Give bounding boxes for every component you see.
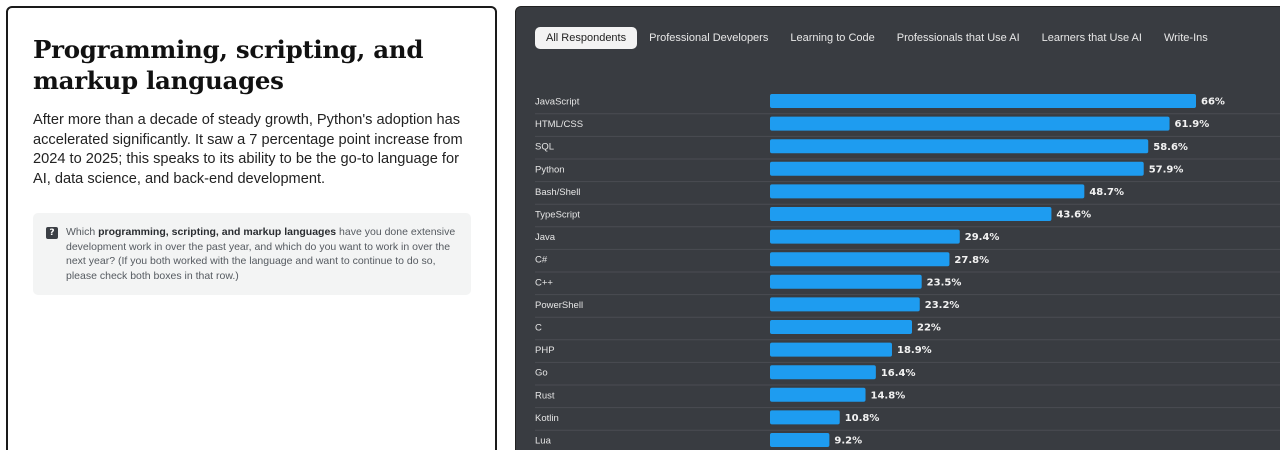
category-label-c: C++ xyxy=(535,277,553,288)
survey-question-box: ? Which programming, scripting, and mark… xyxy=(33,213,471,296)
tab-learners-use-ai[interactable]: Learners that Use AI xyxy=(1041,32,1142,44)
question-prefix: Which xyxy=(66,226,99,238)
respondent-tabs: All Respondents Professional Developers … xyxy=(535,27,1219,49)
value-label-rust: 14.8% xyxy=(871,390,906,401)
category-label-c: C# xyxy=(535,255,548,266)
bar-rust[interactable] xyxy=(770,387,866,402)
value-label-powershell: 23.2% xyxy=(925,300,960,311)
value-label-javascript: 66% xyxy=(1201,97,1225,108)
category-label-go: Go xyxy=(535,368,548,379)
bar-powershell[interactable] xyxy=(770,297,920,312)
bar-python[interactable] xyxy=(770,161,1144,176)
value-label-java: 29.4% xyxy=(965,232,1000,243)
value-label-bash-shell: 48.7% xyxy=(1089,187,1124,198)
bar-php[interactable] xyxy=(770,342,892,357)
tab-professionals-use-ai[interactable]: Professionals that Use AI xyxy=(896,32,1020,44)
category-label-php: PHP xyxy=(535,345,555,356)
question-suffix: have you done extensive development work… xyxy=(66,226,456,282)
bar-lua[interactable] xyxy=(770,433,830,447)
value-label-c: 27.8% xyxy=(954,255,989,266)
bar-sql[interactable] xyxy=(770,139,1149,154)
category-label-rust: Rust xyxy=(535,390,555,401)
value-label-html-css: 61.9% xyxy=(1175,119,1210,130)
languages-bar-chart: JavaScript 66% HTML/CSS 61.9% SQL 58.6% Python… xyxy=(535,94,1280,447)
bar-c[interactable] xyxy=(770,274,922,289)
category-label-kotlin: Kotlin xyxy=(535,413,559,424)
category-label-lua: Lua xyxy=(535,436,552,447)
value-label-python: 57.9% xyxy=(1149,164,1184,175)
value-label-php: 18.9% xyxy=(897,345,932,356)
intro-card: Programming, scripting, and markup langu… xyxy=(6,6,497,450)
question-mark-icon: ? xyxy=(46,227,58,239)
survey-question-text: Which programming, scripting, and markup… xyxy=(66,225,459,283)
category-label-python: Python xyxy=(535,164,565,175)
tab-write-ins[interactable]: Write-Ins xyxy=(1163,32,1208,44)
value-label-kotlin: 10.8% xyxy=(845,413,880,424)
page-title: Programming, scripting, and markup langu… xyxy=(33,35,424,95)
bar-html-css[interactable] xyxy=(770,116,1170,131)
category-label-bash-shell: Bash/Shell xyxy=(535,187,580,198)
category-label-sql: SQL xyxy=(535,142,554,153)
bar-java[interactable] xyxy=(770,229,960,244)
category-label-html-css: HTML/CSS xyxy=(535,119,583,130)
tab-professional-developers[interactable]: Professional Developers xyxy=(649,32,769,44)
tab-learning-to-code[interactable]: Learning to Code xyxy=(790,32,875,44)
value-label-c: 23.5% xyxy=(927,277,962,288)
value-label-lua: 9.2% xyxy=(834,436,862,447)
bar-go[interactable] xyxy=(770,365,876,380)
value-label-go: 16.4% xyxy=(881,368,916,379)
value-label-sql: 58.6% xyxy=(1153,142,1188,153)
bar-typescript[interactable] xyxy=(770,207,1052,221)
page-description: After more than a decade of steady growt… xyxy=(33,112,463,187)
value-label-c: 22% xyxy=(917,323,941,334)
bar-bash-shell[interactable] xyxy=(770,184,1085,199)
category-label-javascript: JavaScript xyxy=(535,97,580,108)
category-label-typescript: TypeScript xyxy=(535,210,580,221)
tab-all-respondents[interactable]: All Respondents xyxy=(535,27,638,49)
bar-c[interactable] xyxy=(770,252,950,267)
category-label-c: C xyxy=(535,323,542,334)
category-label-powershell: PowerShell xyxy=(535,300,583,311)
bar-javascript[interactable] xyxy=(770,94,1196,108)
question-topic: programming, scripting, and markup langu… xyxy=(98,226,337,238)
category-label-java: Java xyxy=(535,232,556,243)
bar-c[interactable] xyxy=(770,320,912,334)
value-label-typescript: 43.6% xyxy=(1056,210,1091,221)
chart-panel: All Respondents Professional Developers … xyxy=(515,6,1280,450)
bar-kotlin[interactable] xyxy=(770,410,840,425)
